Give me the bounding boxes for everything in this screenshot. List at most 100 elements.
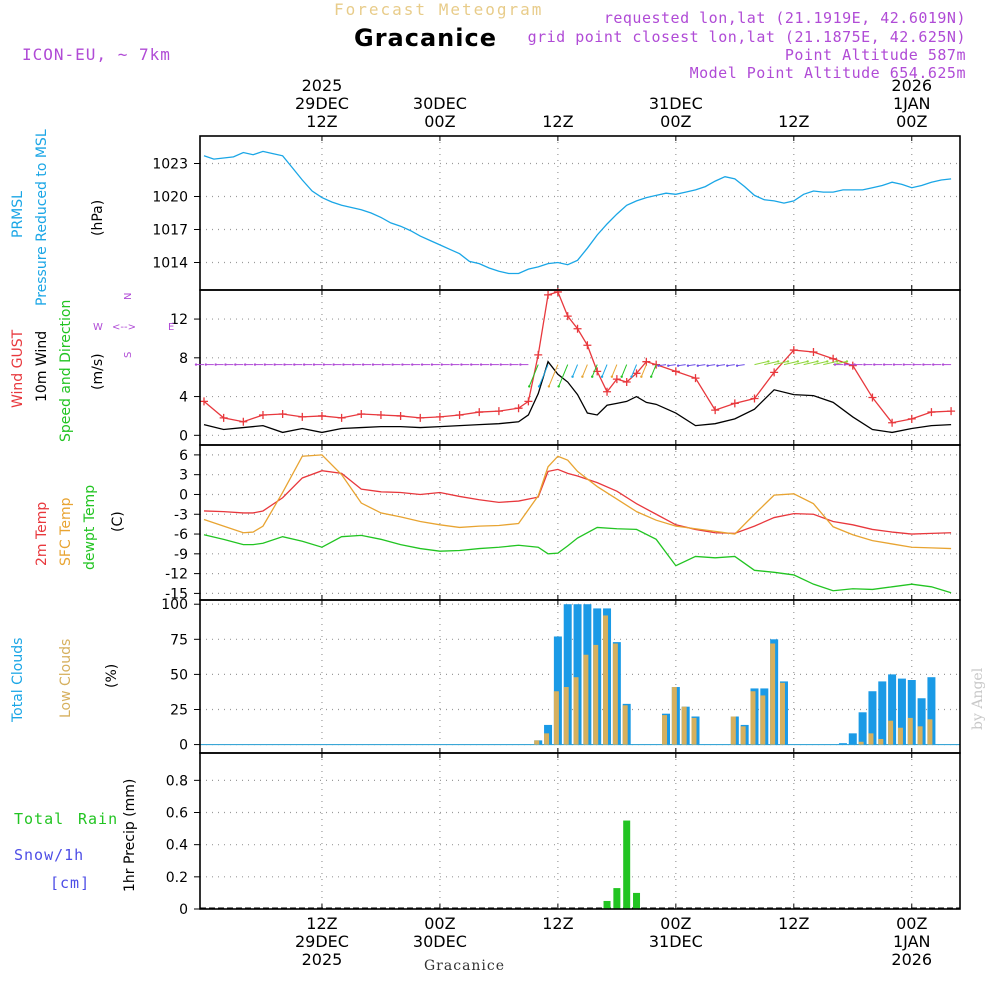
total-clouds-bar xyxy=(927,677,936,745)
wind-arrow xyxy=(754,360,769,366)
temperature-panel: -15 -12 -9 -6 -3 0 3 6 xyxy=(165,444,961,602)
gust-point xyxy=(524,397,533,406)
top-time-l2: 1JAN xyxy=(892,94,931,113)
wind-arrow-head xyxy=(620,375,623,378)
precip-snow-unit: [cm] xyxy=(50,874,91,892)
wind-arrow-head xyxy=(581,375,584,378)
wind-arrow-head xyxy=(902,363,905,366)
wind-arrow-head xyxy=(430,363,434,366)
wind-arrow-head xyxy=(600,375,604,378)
bottom-time-l3: 2026 xyxy=(891,950,933,969)
bottom-time-l1: 12Z xyxy=(306,914,338,933)
gust-point xyxy=(711,406,720,415)
gust-point xyxy=(848,361,857,370)
low-clouds-bar xyxy=(770,643,776,745)
wind-arrow xyxy=(548,364,559,387)
wind-arrow-head xyxy=(630,375,633,378)
ytick-label: 1014 xyxy=(152,256,188,272)
wind-arrow-head xyxy=(571,375,574,378)
wind-arrow-head xyxy=(293,363,296,366)
wind-arrow-head xyxy=(816,360,819,363)
top-time-l2: 29DEC xyxy=(294,94,349,113)
low-clouds-bar xyxy=(897,727,903,745)
total-clouds-bar xyxy=(838,743,847,745)
wind-arrow xyxy=(707,364,716,367)
clouds-panel: 0 25 50 75 100 xyxy=(161,597,961,754)
wind-arrow-head xyxy=(796,360,800,363)
gust-point xyxy=(770,368,779,377)
ytick-label: -3 xyxy=(174,507,188,523)
wind-arrow-head xyxy=(591,375,594,378)
ytick-label: 1020 xyxy=(152,190,188,206)
gust-point xyxy=(376,410,385,419)
wind-arrow-head xyxy=(686,364,690,367)
wind-arrow xyxy=(823,360,838,366)
wind-arrow xyxy=(678,364,686,367)
gust-point xyxy=(888,418,897,427)
top-time-label: 30DEC 00Z xyxy=(400,77,480,131)
gust-point xyxy=(317,411,326,420)
gust-point xyxy=(829,354,838,363)
low-clouds-bar xyxy=(593,644,599,745)
gust-point xyxy=(258,410,267,419)
wind-panel: 0 4 8 12 xyxy=(170,287,961,446)
low-clouds-bar xyxy=(622,705,628,745)
bottom-time-l1: 12Z xyxy=(778,914,810,933)
wind-arrow-head xyxy=(657,364,660,367)
wind-arrow xyxy=(621,364,628,377)
wind-arrow-head xyxy=(833,363,837,366)
wind-arrow xyxy=(687,364,696,367)
model-name: ICON-EU, ~ 7km xyxy=(22,45,171,64)
low-clouds-bar xyxy=(740,726,746,745)
gust-point xyxy=(200,397,208,406)
total-clouds-bar xyxy=(553,636,562,745)
low-clouds-bar xyxy=(681,706,687,745)
gust-point xyxy=(868,393,877,402)
total-clouds-bar xyxy=(897,678,906,745)
wind-arrow-head xyxy=(263,363,267,366)
total-clouds-bar xyxy=(848,733,857,745)
wind-arrow-head xyxy=(676,364,680,367)
wind-arrow-head xyxy=(735,364,739,367)
wind-arrow-head xyxy=(194,363,198,366)
gust-point xyxy=(947,407,956,416)
gust-point xyxy=(809,348,818,356)
bottom-time-l1: 00Z xyxy=(424,914,456,933)
wind-arrow-head xyxy=(401,363,404,366)
ytick-label: 25 xyxy=(170,702,188,718)
wind-arrow xyxy=(803,360,818,366)
low-clouds-bar xyxy=(544,733,550,745)
wind-arrow-head xyxy=(537,385,541,388)
wind-arrow xyxy=(611,364,618,377)
compass-w: W xyxy=(93,322,103,333)
top-time-l3: 12Z xyxy=(542,112,574,131)
wind-arrow-head xyxy=(214,363,217,366)
low-clouds-bar xyxy=(760,695,766,745)
wind-arrow-head xyxy=(234,363,237,366)
low-clouds-bar xyxy=(612,643,618,745)
ytick-label: 6 xyxy=(179,448,188,464)
ytick-label: 8 xyxy=(179,351,188,367)
wind-direction-arrows xyxy=(194,360,952,388)
wind-arrow-head xyxy=(843,363,846,366)
ytick-label: 12 xyxy=(170,312,188,328)
wind-arrow-head xyxy=(640,375,643,378)
wind-arrow-head xyxy=(696,364,700,367)
pressure-panel: 1014 1017 1020 1023 xyxy=(152,135,961,291)
low-clouds-bar xyxy=(779,682,785,745)
gust-point xyxy=(514,404,523,413)
wind-arrow xyxy=(813,360,828,366)
wind-arrow-head xyxy=(470,363,473,366)
wind-arrow-head xyxy=(912,363,915,366)
bottom-time-l1: 12Z xyxy=(542,914,574,933)
top-time-l2: 30DEC xyxy=(412,94,467,113)
wind-arrow-head xyxy=(381,363,384,366)
rain-bar xyxy=(633,892,641,909)
wind-arrow-head xyxy=(273,363,276,366)
wind-arrow-head xyxy=(322,363,325,366)
rain-bar xyxy=(603,900,611,909)
ytick-label: -6 xyxy=(174,527,188,543)
wind-arrow xyxy=(737,364,745,367)
wind-arrow xyxy=(697,364,706,367)
location-title: Gracanice xyxy=(354,24,497,52)
